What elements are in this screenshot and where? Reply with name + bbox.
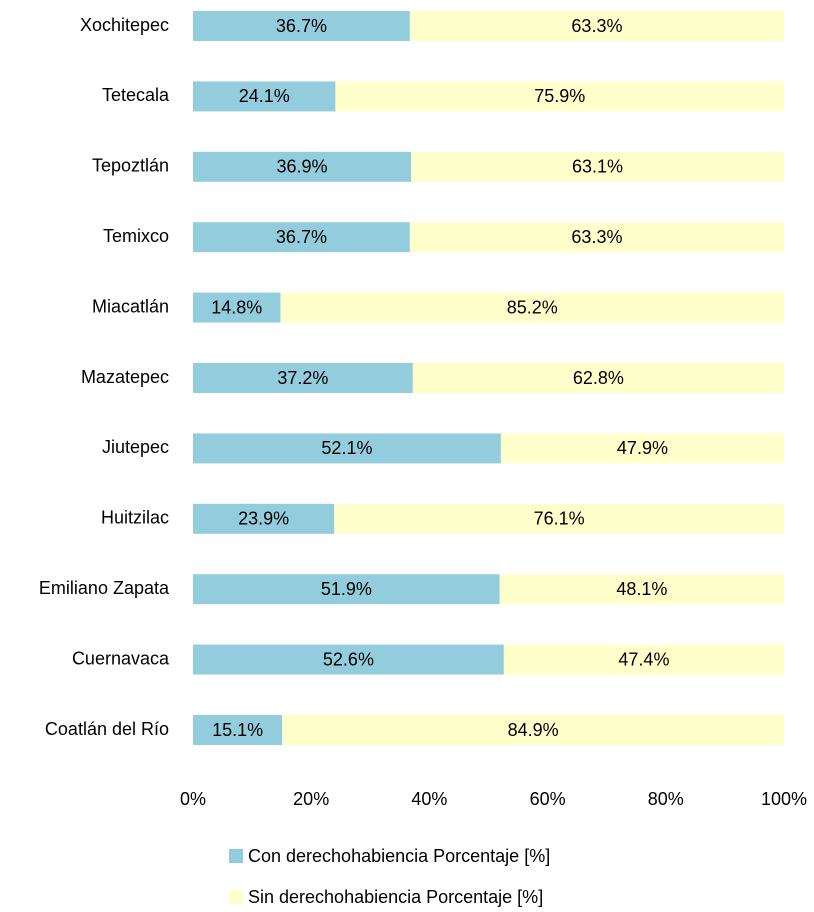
- bar-segment: [412, 363, 784, 393]
- data-label: 52.6%: [323, 649, 374, 669]
- data-label: 63.1%: [572, 157, 623, 177]
- data-label: 84.9%: [508, 720, 559, 740]
- y-tick-label: Temixco: [103, 226, 169, 246]
- bar-segment: [193, 503, 335, 534]
- data-label: 36.7%: [276, 227, 327, 247]
- legend-label: Con derechohabiencia Porcentaje [%]: [248, 846, 550, 866]
- y-tick-label: Emiliano Zapata: [39, 578, 170, 598]
- data-label: 15.1%: [212, 720, 263, 740]
- bar-segment: [409, 11, 784, 41]
- data-label: 37.2%: [277, 368, 328, 388]
- y-tick-label: Huitzilac: [101, 508, 169, 528]
- data-label: 23.9%: [238, 509, 289, 529]
- data-label: 63.3%: [571, 227, 622, 247]
- bar-segment: [499, 574, 784, 605]
- data-label: 51.9%: [321, 579, 372, 599]
- legend-label: Sin derechohabiencia Porcentaje [%]: [248, 887, 543, 907]
- legend-swatch: [229, 890, 243, 904]
- bar-segment: [411, 151, 784, 182]
- y-tick-label: Mazatepec: [81, 367, 169, 387]
- x-tick-label: 80%: [648, 789, 684, 809]
- data-label: 47.4%: [618, 649, 669, 669]
- data-label: 36.9%: [277, 157, 328, 177]
- data-label: 75.9%: [534, 86, 585, 106]
- bar-segment: [335, 81, 784, 112]
- x-tick-label: 60%: [530, 789, 566, 809]
- y-tick-label: Cuernavaca: [72, 648, 170, 668]
- y-tick-label: Tepoztlán: [92, 156, 169, 176]
- y-tick-label: Jiutepec: [102, 437, 169, 457]
- bar-segment: [503, 644, 784, 675]
- bar-segment: [280, 292, 784, 323]
- bar-segment: [282, 715, 784, 745]
- y-tick-label: Xochitepec: [80, 15, 169, 35]
- y-tick-label: Tetecala: [102, 85, 170, 105]
- x-tick-label: 100%: [761, 789, 807, 809]
- y-tick-label: Coatlán del Río: [45, 719, 169, 739]
- x-tick-label: 0%: [180, 789, 206, 809]
- bar-segment: [193, 292, 281, 323]
- data-label: 47.9%: [617, 438, 668, 458]
- bar-segment: [409, 222, 784, 253]
- bar-segment: [193, 11, 410, 41]
- data-label: 63.3%: [571, 16, 622, 36]
- bar-segment: [334, 503, 784, 534]
- bar-segment: [193, 222, 410, 253]
- bar-segment: [500, 433, 784, 464]
- bar-segment: [193, 433, 501, 464]
- bar-segment: [193, 363, 413, 393]
- x-tick-label: 40%: [411, 789, 447, 809]
- bar-segment: [193, 81, 336, 112]
- data-label: 62.8%: [573, 368, 624, 388]
- data-label: 48.1%: [616, 579, 667, 599]
- data-label: 52.1%: [321, 438, 372, 458]
- x-tick-label: 20%: [293, 789, 329, 809]
- data-label: 85.2%: [507, 297, 558, 317]
- legend-swatch: [229, 849, 243, 863]
- data-label: 76.1%: [534, 509, 585, 529]
- bar-segment: [193, 151, 412, 182]
- data-label: 14.8%: [211, 297, 262, 317]
- data-label: 36.7%: [276, 16, 327, 36]
- bar-segment: [193, 644, 504, 675]
- data-label: 24.1%: [239, 86, 290, 106]
- bar-segment: [193, 574, 500, 605]
- y-tick-label: Miacatlán: [92, 296, 169, 316]
- bar-segment: [193, 715, 283, 745]
